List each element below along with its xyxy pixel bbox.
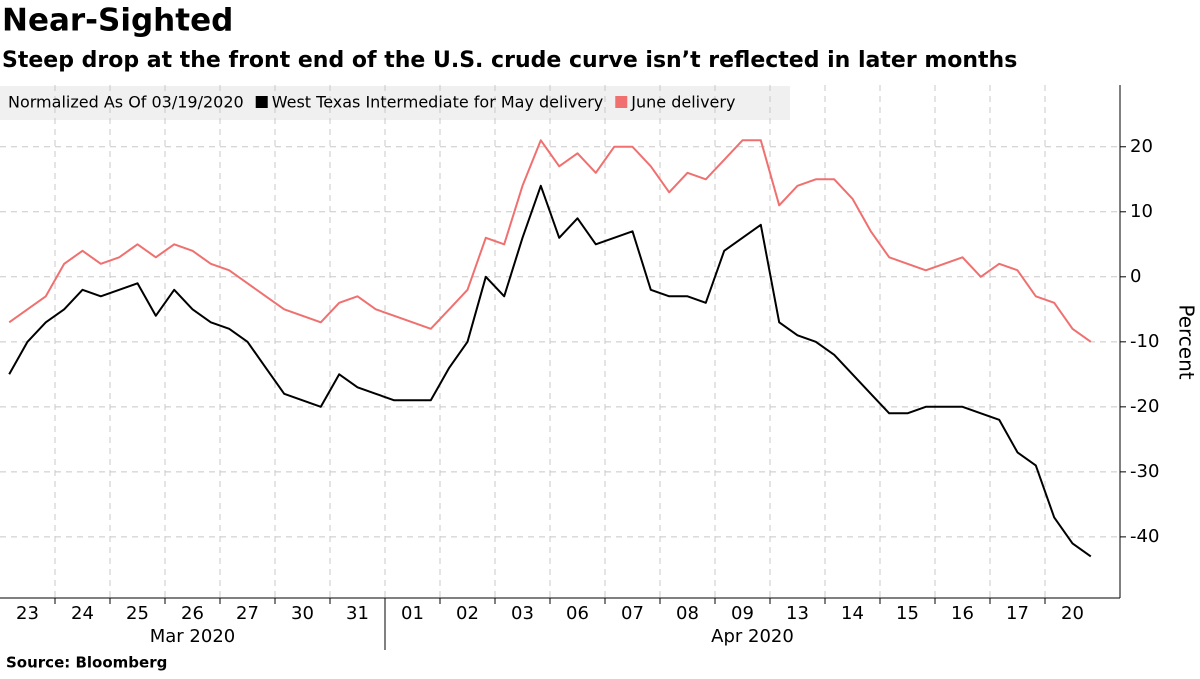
x-tick-label: 03	[511, 603, 534, 624]
x-tick-label: 06	[566, 603, 589, 624]
x-tick-label: 14	[841, 603, 864, 624]
x-tick-label: 27	[236, 603, 259, 624]
x-tick-label: 02	[456, 603, 479, 624]
chart-title: Near-Sighted	[2, 3, 233, 39]
legend-swatch	[615, 96, 628, 108]
legend-swatch	[255, 96, 268, 108]
x-tick-label: 16	[951, 603, 974, 624]
y-tick-label: -30	[1130, 461, 1159, 482]
source: Source: Bloomberg	[6, 654, 167, 672]
x-tick-label: 17	[1006, 603, 1029, 624]
legend-label: June delivery	[630, 93, 735, 112]
y-axis-label: Percent	[1175, 304, 1199, 379]
x-tick-label: 08	[676, 603, 699, 624]
y-tick-label: -40	[1130, 526, 1159, 547]
x-tick-label: 07	[621, 603, 644, 624]
y-tick-label: -10	[1130, 331, 1159, 352]
x-tick-label: 09	[731, 603, 754, 624]
y-tick-label: 0	[1130, 266, 1141, 287]
x-group-label: Apr 2020	[711, 626, 794, 647]
x-tick-label: 26	[181, 603, 204, 624]
x-tick-label: 15	[896, 603, 919, 624]
series-line	[8, 184, 1092, 558]
x-tick-label: 01	[401, 603, 424, 624]
legend-label: West Texas Intermediate for May delivery	[272, 93, 604, 112]
legend-title: Normalized As Of 03/19/2020	[8, 93, 244, 112]
x-tick-label: 13	[786, 603, 809, 624]
legend-background	[0, 86, 790, 120]
x-tick-label: 30	[291, 603, 314, 624]
x-group-label: Mar 2020	[150, 626, 236, 647]
x-tick-label: 31	[346, 603, 369, 624]
x-tick-label: 20	[1061, 603, 1084, 624]
y-tick-label: 10	[1130, 201, 1153, 222]
chart-subtitle: Steep drop at the front end of the U.S. …	[2, 48, 1017, 73]
y-tick-label: -20	[1130, 396, 1159, 417]
y-tick-label: 20	[1130, 136, 1153, 157]
x-tick-label: 24	[71, 603, 94, 624]
series-line	[8, 139, 1092, 343]
x-tick-label: 23	[16, 603, 39, 624]
x-tick-label: 25	[126, 603, 149, 624]
